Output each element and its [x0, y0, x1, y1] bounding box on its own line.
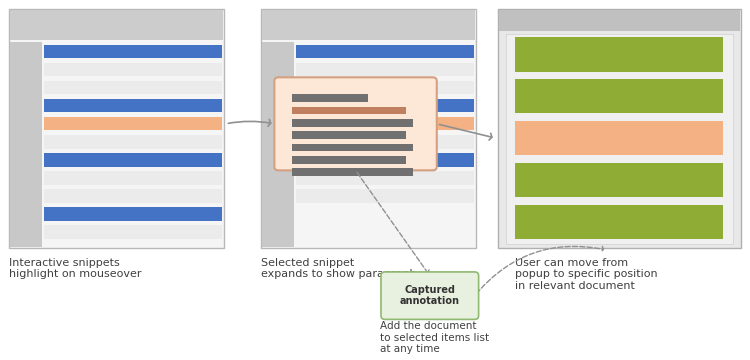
Bar	[296, 99, 474, 112]
Bar	[292, 107, 406, 114]
Bar	[10, 42, 42, 247]
Text: Captured
annotation: Captured annotation	[400, 285, 460, 306]
Text: Selected snippet
expands to show paragraph: Selected snippet expands to show paragra…	[262, 258, 417, 279]
Text: Add the document
to selected items list
at any time: Add the document to selected items list …	[380, 321, 489, 355]
Bar	[292, 131, 406, 139]
Bar	[296, 135, 474, 149]
Bar	[296, 81, 474, 94]
Bar	[296, 45, 474, 58]
Bar	[292, 119, 412, 127]
Bar	[44, 45, 221, 58]
Bar	[44, 189, 221, 203]
Bar	[292, 144, 412, 151]
Bar	[506, 34, 733, 244]
Bar	[515, 121, 723, 155]
Bar	[44, 153, 221, 167]
Bar	[296, 63, 474, 76]
Bar	[292, 94, 368, 102]
Bar	[296, 153, 474, 167]
Bar	[262, 10, 475, 40]
FancyBboxPatch shape	[381, 272, 478, 319]
Bar	[44, 117, 221, 130]
Bar	[44, 63, 221, 76]
Bar	[497, 9, 741, 248]
Bar	[44, 171, 221, 185]
Text: User can move from
popup to specific position
in relevant document: User can move from popup to specific pos…	[515, 258, 658, 291]
Bar	[515, 163, 723, 197]
Bar	[44, 225, 221, 239]
Bar	[44, 207, 221, 221]
Bar	[44, 81, 221, 94]
Text: Interactive snippets
highlight on mouseover: Interactive snippets highlight on mouseo…	[9, 258, 142, 279]
Bar	[296, 171, 474, 185]
Bar	[292, 168, 412, 176]
Bar	[292, 156, 406, 164]
Bar	[9, 9, 223, 248]
Bar	[515, 79, 723, 113]
Bar	[262, 9, 476, 248]
Bar	[44, 99, 221, 112]
Bar	[515, 204, 723, 239]
Bar	[296, 189, 474, 203]
Bar	[296, 117, 474, 130]
Bar	[262, 42, 294, 247]
Bar	[515, 37, 723, 72]
FancyBboxPatch shape	[274, 77, 436, 170]
Bar	[44, 135, 221, 149]
Bar	[499, 10, 740, 31]
Bar	[10, 10, 223, 40]
